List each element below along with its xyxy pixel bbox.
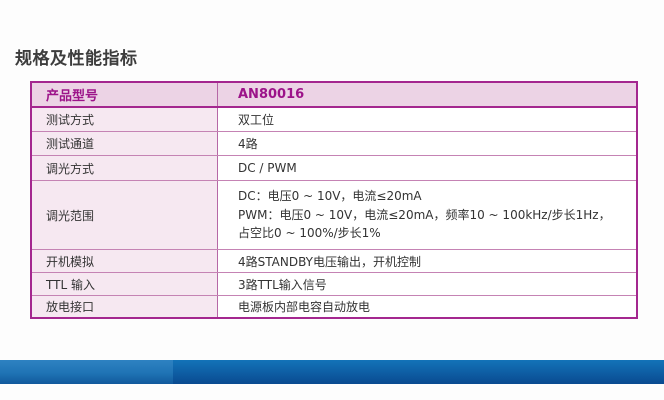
dimming-range-line-pwm: PWM：电压0 ~ 10V，电流≤20mA，频率10 ~ 100kHz/步长1H… bbox=[238, 207, 611, 222]
spec-row-dimming-method: 调光方式 DC / PWM bbox=[32, 156, 636, 181]
spec-row-poweron-sim: 开机模拟 4路STANDBY电压输出，开机控制 bbox=[32, 250, 636, 273]
dimming-range-line-duty: 占空比0 ~ 100%/步长1% bbox=[238, 226, 381, 241]
spec-label-cell: 测试通道 bbox=[32, 132, 218, 155]
spec-table-header-row: 产品型号 AN80016 bbox=[32, 83, 636, 108]
spec-row-ttl-input: TTL 输入 3路TTL输入信号 bbox=[32, 273, 636, 296]
spec-header-value: AN80016 bbox=[238, 87, 305, 102]
spec-value-cell: 4路STANDBY电压输出，开机控制 bbox=[218, 250, 636, 272]
footer-decoration-bar bbox=[0, 360, 664, 384]
spec-label-cell: 放电接口 bbox=[32, 296, 218, 317]
spec-label-cell: 开机模拟 bbox=[32, 250, 218, 272]
spec-value-cell: DC：电压0 ~ 10V，电流≤20mA PWM：电压0 ~ 10V，电流≤20… bbox=[218, 181, 636, 249]
spec-value-cell: 电源板内部电容自动放电 bbox=[218, 296, 636, 317]
spec-value-cell: 双工位 bbox=[218, 108, 636, 131]
spec-header-label: 产品型号 bbox=[32, 83, 218, 106]
spec-label-cell: 调光方式 bbox=[32, 156, 218, 180]
spec-label-cell: TTL 输入 bbox=[32, 273, 218, 295]
spec-row-discharge-port: 放电接口 电源板内部电容自动放电 bbox=[32, 296, 636, 317]
footer-bar-right-segment bbox=[173, 360, 664, 384]
spec-table: 产品型号 AN80016 测试方式 双工位 测试通道 4路 调光方式 DC / … bbox=[30, 81, 638, 319]
spec-value-cell: 4路 bbox=[218, 132, 636, 155]
spec-label-cell: 测试方式 bbox=[32, 108, 218, 131]
spec-value-cell: 3路TTL输入信号 bbox=[218, 273, 636, 295]
footer-bar-left-segment bbox=[0, 360, 173, 384]
spec-label-cell: 调光范围 bbox=[32, 181, 218, 249]
spec-value-cell: DC / PWM bbox=[218, 156, 636, 180]
spec-row-test-channels: 测试通道 4路 bbox=[32, 132, 636, 156]
page-title: 规格及性能指标 bbox=[15, 49, 138, 69]
dimming-range-line-dc: DC：电压0 ~ 10V，电流≤20mA bbox=[238, 188, 422, 203]
spec-row-dimming-range: 调光范围 DC：电压0 ~ 10V，电流≤20mA PWM：电压0 ~ 10V，… bbox=[32, 181, 636, 250]
spec-row-test-method: 测试方式 双工位 bbox=[32, 108, 636, 132]
